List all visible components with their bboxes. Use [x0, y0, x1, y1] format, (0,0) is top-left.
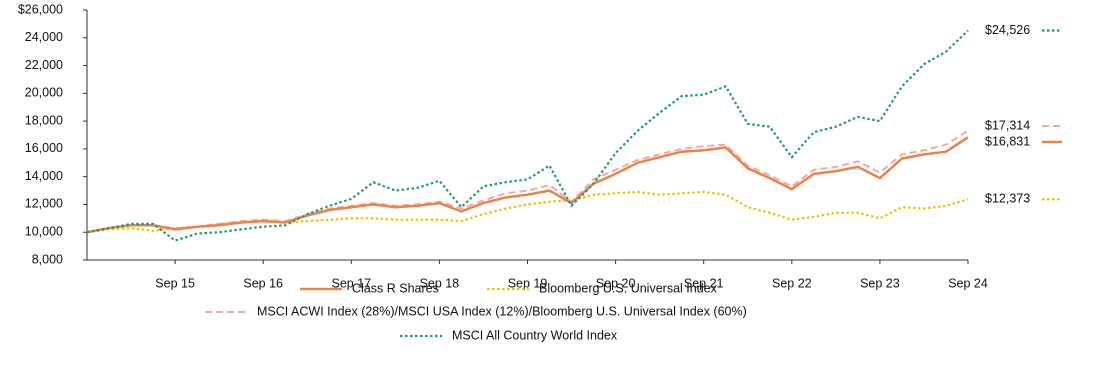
y-tick-label: 10,000 — [25, 225, 63, 239]
x-tick-label: Sep 23 — [860, 276, 900, 290]
y-tick-label: 16,000 — [25, 141, 63, 155]
y-tick-label: 24,000 — [25, 30, 63, 44]
y-tick-label: 12,000 — [25, 197, 63, 211]
end-label: $17,314 — [985, 118, 1030, 132]
series-line — [86, 136, 969, 234]
x-tick-label: Sep 18 — [420, 276, 460, 290]
x-tick-label: Sep 16 — [243, 276, 283, 290]
y-tick-label: $26,000 — [18, 2, 63, 16]
x-tick-label: Sep 20 — [596, 276, 636, 290]
end-label: $24,526 — [985, 23, 1030, 37]
end-label: $12,373 — [985, 192, 1030, 206]
legend-label: Bloomberg U.S. Universal Index — [539, 281, 718, 295]
x-tick-label: Sep 15 — [155, 276, 195, 290]
y-tick-label: 8,000 — [32, 252, 63, 266]
x-tick-label: Sep 22 — [772, 276, 812, 290]
series-line — [86, 29, 969, 242]
legend-label: MSCI All Country World Index — [452, 328, 618, 342]
x-tick-label: Sep 24 — [948, 276, 988, 290]
x-tick-label: Sep 17 — [331, 276, 371, 290]
end-label: $16,831 — [985, 134, 1030, 148]
y-tick-label: 18,000 — [25, 113, 63, 127]
x-tick-label: Sep 21 — [684, 276, 724, 290]
y-tick-label: 20,000 — [25, 86, 63, 100]
y-tick-label: 22,000 — [25, 58, 63, 72]
x-tick-label: Sep 19 — [508, 276, 548, 290]
y-tick-label: 14,000 — [25, 169, 63, 183]
legend-label: Class R Shares — [352, 281, 439, 295]
series-line — [86, 129, 969, 234]
legend-label: MSCI ACWI Index (28%)/MSCI USA Index (12… — [257, 304, 747, 318]
